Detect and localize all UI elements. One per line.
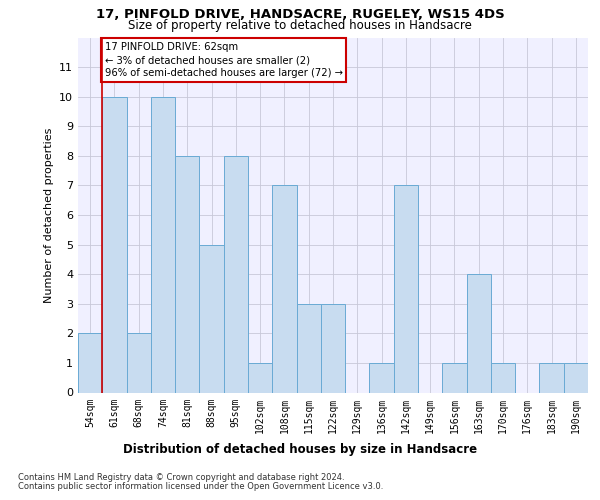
Bar: [539, 363, 564, 392]
Bar: [224, 156, 248, 392]
Bar: [102, 96, 127, 393]
Text: 17, PINFOLD DRIVE, HANDSACRE, RUGELEY, WS15 4DS: 17, PINFOLD DRIVE, HANDSACRE, RUGELEY, W…: [95, 8, 505, 20]
Text: Contains public sector information licensed under the Open Government Licence v3: Contains public sector information licen…: [18, 482, 383, 491]
Bar: [199, 244, 224, 392]
Bar: [175, 156, 199, 392]
Bar: [564, 363, 588, 392]
Text: Contains HM Land Registry data © Crown copyright and database right 2024.: Contains HM Land Registry data © Crown c…: [18, 472, 344, 482]
Bar: [272, 186, 296, 392]
Bar: [491, 363, 515, 392]
Bar: [370, 363, 394, 392]
Bar: [127, 334, 151, 392]
Text: Size of property relative to detached houses in Handsacre: Size of property relative to detached ho…: [128, 18, 472, 32]
Bar: [248, 363, 272, 392]
Text: 17 PINFOLD DRIVE: 62sqm
← 3% of detached houses are smaller (2)
96% of semi-deta: 17 PINFOLD DRIVE: 62sqm ← 3% of detached…: [105, 42, 343, 78]
Y-axis label: Number of detached properties: Number of detached properties: [44, 128, 53, 302]
Bar: [296, 304, 321, 392]
Text: Distribution of detached houses by size in Handsacre: Distribution of detached houses by size …: [123, 442, 477, 456]
Bar: [321, 304, 345, 392]
Bar: [151, 96, 175, 393]
Bar: [78, 334, 102, 392]
Bar: [467, 274, 491, 392]
Bar: [442, 363, 467, 392]
Bar: [394, 186, 418, 392]
